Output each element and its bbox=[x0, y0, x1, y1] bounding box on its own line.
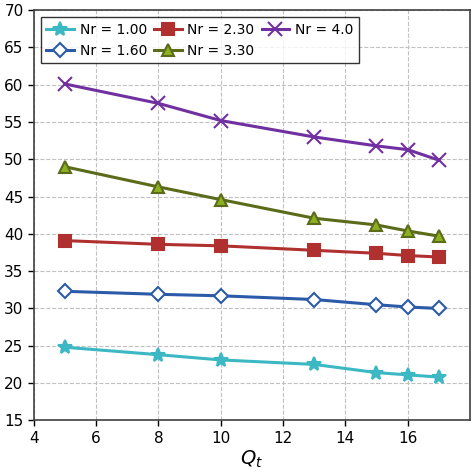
Nr = 3.30 bbox=[374, 222, 379, 228]
Nr = 1.00 bbox=[374, 370, 379, 375]
Nr = 3.30 bbox=[436, 233, 442, 239]
Nr = 1.00 bbox=[311, 362, 317, 367]
Nr = 1.00 bbox=[218, 357, 224, 363]
Line: Nr = 3.30: Nr = 3.30 bbox=[59, 161, 445, 242]
Nr = 1.00 bbox=[155, 352, 161, 357]
Nr = 2.30 bbox=[62, 238, 68, 244]
Nr = 4.0 bbox=[405, 147, 410, 153]
Nr = 4.0 bbox=[218, 118, 224, 123]
Nr = 1.00 bbox=[436, 374, 442, 380]
Nr = 2.30 bbox=[436, 254, 442, 260]
Line: Nr = 1.60: Nr = 1.60 bbox=[60, 286, 444, 313]
Legend: Nr = 1.00, Nr = 1.60, Nr = 2.30, Nr = 3.30, Nr = 4.0: Nr = 1.00, Nr = 1.60, Nr = 2.30, Nr = 3.… bbox=[41, 17, 359, 63]
Nr = 4.0 bbox=[436, 157, 442, 163]
Nr = 1.60 bbox=[311, 297, 317, 302]
Nr = 2.30 bbox=[155, 241, 161, 247]
Nr = 1.00 bbox=[405, 372, 410, 378]
Nr = 3.30 bbox=[405, 228, 410, 234]
Nr = 1.60 bbox=[436, 306, 442, 311]
Nr = 3.30 bbox=[311, 215, 317, 221]
Nr = 1.60 bbox=[218, 293, 224, 299]
Nr = 3.30 bbox=[62, 164, 68, 170]
X-axis label: $Q_t$: $Q_t$ bbox=[240, 448, 264, 470]
Nr = 3.30 bbox=[218, 197, 224, 202]
Line: Nr = 1.00: Nr = 1.00 bbox=[58, 340, 446, 384]
Nr = 4.0 bbox=[155, 100, 161, 106]
Nr = 1.60 bbox=[374, 302, 379, 308]
Nr = 1.60 bbox=[405, 304, 410, 310]
Nr = 1.00 bbox=[62, 345, 68, 350]
Nr = 4.0 bbox=[374, 143, 379, 149]
Nr = 2.30 bbox=[374, 250, 379, 256]
Line: Nr = 2.30: Nr = 2.30 bbox=[60, 235, 444, 263]
Line: Nr = 4.0: Nr = 4.0 bbox=[58, 77, 446, 167]
Nr = 2.30 bbox=[218, 243, 224, 249]
Nr = 2.30 bbox=[311, 247, 317, 253]
Nr = 1.60 bbox=[62, 289, 68, 294]
Nr = 4.0 bbox=[311, 134, 317, 140]
Nr = 3.30 bbox=[155, 184, 161, 190]
Nr = 4.0 bbox=[62, 81, 68, 87]
Nr = 1.60 bbox=[155, 292, 161, 297]
Nr = 2.30 bbox=[405, 253, 410, 258]
